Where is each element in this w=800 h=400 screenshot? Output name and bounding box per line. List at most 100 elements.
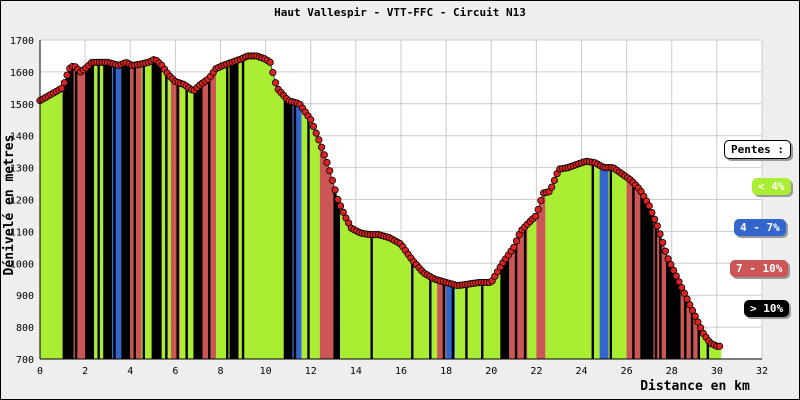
x-tick-label: 22 bbox=[530, 366, 542, 377]
profile-point bbox=[334, 195, 342, 204]
profile-point bbox=[653, 222, 661, 230]
slope-band bbox=[319, 142, 334, 359]
x-axis-label: Distance en km bbox=[640, 379, 750, 394]
y-tick-label: 1000 bbox=[10, 259, 34, 270]
profile-point bbox=[312, 129, 320, 137]
profile-point bbox=[537, 196, 545, 205]
steep-stripe bbox=[632, 182, 635, 359]
profile-point bbox=[307, 116, 315, 124]
steep-stripe bbox=[336, 199, 340, 359]
x-tick-label: 30 bbox=[711, 366, 723, 377]
steep-stripe bbox=[670, 266, 673, 359]
steep-stripe bbox=[208, 78, 211, 359]
profile-point bbox=[661, 247, 670, 255]
x-tick-label: 10 bbox=[260, 366, 272, 377]
x-tick-label: 2 bbox=[82, 366, 88, 377]
y-tick-label: 900 bbox=[16, 291, 34, 302]
profile-point bbox=[675, 278, 683, 286]
slope-band bbox=[527, 215, 537, 359]
profile-point bbox=[60, 79, 68, 87]
y-tick-label: 1400 bbox=[10, 132, 34, 143]
steep-stripe bbox=[86, 66, 89, 359]
steep-stripe bbox=[176, 82, 179, 359]
profile-point bbox=[320, 151, 328, 159]
profile-point bbox=[550, 176, 559, 184]
steep-stripe bbox=[706, 339, 710, 359]
y-tick-label: 700 bbox=[16, 355, 34, 366]
steep-stripe bbox=[654, 222, 658, 359]
profile-point bbox=[63, 71, 71, 79]
profile-point bbox=[331, 186, 339, 194]
steep-stripe bbox=[113, 64, 116, 359]
profile-point bbox=[694, 318, 702, 326]
steep-stripe bbox=[643, 197, 646, 359]
profile-point bbox=[680, 289, 688, 297]
slope-band bbox=[608, 167, 627, 359]
profile-point bbox=[715, 342, 724, 350]
y-tick-label: 1200 bbox=[10, 196, 34, 207]
y-tick-label: 1500 bbox=[10, 100, 34, 111]
steep-stripe bbox=[124, 62, 127, 360]
steep-stripe bbox=[63, 81, 67, 359]
profile-point bbox=[510, 243, 518, 251]
profile-point bbox=[328, 176, 337, 184]
profile-point bbox=[691, 312, 699, 320]
profile-point bbox=[326, 167, 334, 175]
profile-point bbox=[269, 68, 277, 77]
profile-point bbox=[683, 295, 691, 303]
profile-point bbox=[323, 158, 331, 167]
steep-stripe bbox=[293, 102, 297, 360]
steep-stripe bbox=[284, 98, 288, 360]
steep-stripe bbox=[514, 242, 518, 359]
steep-stripe bbox=[503, 260, 506, 359]
y-tick-label: 800 bbox=[16, 323, 34, 334]
slope-band bbox=[536, 192, 546, 359]
profile-point bbox=[317, 143, 326, 151]
y-tick-label: 1700 bbox=[10, 36, 34, 47]
steep-stripe bbox=[666, 256, 669, 359]
profile-point bbox=[58, 84, 66, 92]
profile-point bbox=[645, 202, 653, 210]
y-tick-label: 1600 bbox=[10, 68, 34, 79]
steep-stripe bbox=[68, 68, 71, 360]
steep-stripe bbox=[151, 60, 155, 359]
x-tick-label: 6 bbox=[172, 366, 178, 377]
steep-stripe bbox=[481, 282, 484, 359]
steep-stripe bbox=[442, 281, 446, 359]
x-tick-label: 28 bbox=[666, 366, 678, 377]
x-tick-label: 16 bbox=[395, 366, 407, 377]
slope-band bbox=[301, 107, 320, 359]
profile-point bbox=[686, 301, 694, 309]
profile-point bbox=[697, 324, 705, 332]
steep-stripe bbox=[74, 67, 78, 359]
x-tick-label: 32 bbox=[756, 366, 768, 377]
steep-stripe bbox=[411, 260, 414, 359]
steep-stripe bbox=[647, 205, 651, 359]
steep-stripe bbox=[591, 162, 594, 359]
legend-item-lt4: < 4% bbox=[752, 178, 791, 195]
x-tick-label: 18 bbox=[440, 366, 452, 377]
profile-point bbox=[309, 122, 318, 131]
slope-band bbox=[229, 59, 239, 360]
profile-point bbox=[315, 136, 323, 144]
steep-stripe bbox=[677, 280, 680, 359]
profile-point bbox=[669, 266, 678, 274]
chart-title: Haut Vallespir - VTT-FFC - Circuit N13 bbox=[274, 6, 526, 19]
profile-point bbox=[672, 272, 680, 280]
legend-item-7-10: 7 - 10% bbox=[730, 260, 789, 277]
profile-point bbox=[664, 255, 672, 263]
slope-band bbox=[40, 87, 63, 360]
x-tick-label: 0 bbox=[37, 366, 43, 377]
axes: 700 800 900 1000 1100 1200 1300 1400 1500 1600 170… bbox=[10, 36, 768, 377]
steep-stripe bbox=[196, 86, 200, 359]
profile-point bbox=[656, 230, 664, 238]
profile-point bbox=[548, 183, 556, 191]
slope-band bbox=[698, 323, 722, 359]
slope-band bbox=[599, 165, 609, 359]
steep-stripe bbox=[185, 86, 188, 359]
profile-point bbox=[648, 208, 656, 217]
steep-stripe bbox=[429, 276, 432, 359]
profile-point bbox=[651, 215, 659, 223]
steep-stripe bbox=[684, 295, 687, 359]
